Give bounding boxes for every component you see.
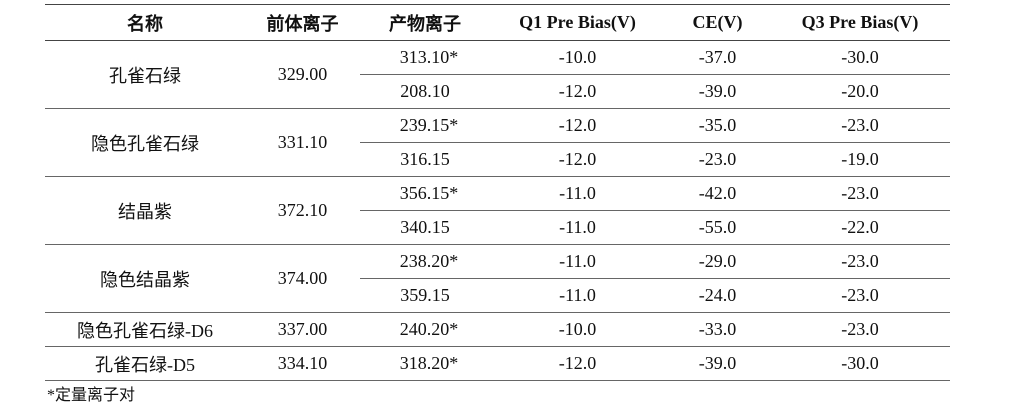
compound-name: 隐色孔雀石绿-D6 — [45, 312, 245, 347]
q1-pre-bias: -11.0 — [490, 210, 665, 245]
product-ion: 313.10* — [360, 40, 490, 75]
table-row: 孔雀石绿 329.00 313.10* -10.0 -37.0 -30.0 — [45, 40, 950, 109]
table-row: 359.15 -11.0 -24.0 -23.0 — [45, 278, 950, 313]
q3-pre-bias: -30.0 — [770, 346, 950, 381]
header-row: 名称 前体离子 产物离子 Q1 Pre Bias(V) CE(V) Q3 Pre Bias… — [45, 4, 950, 41]
table-row: 208.10 -12.0 -39.0 -20.0 — [45, 74, 950, 109]
compound-name: 孔雀石绿-D5 — [45, 346, 245, 381]
data-table: 名称 前体离子 产物离子 Q1 Pre Bias(V) CE(V) Q3 Pre Bias… — [45, 4, 950, 381]
q3-pre-bias: -23.0 — [770, 278, 950, 313]
table-body: 孔雀石绿 329.00 313.10* -10.0 -37.0 -30.0 208.10 -1… — [45, 40, 950, 381]
ce: -39.0 — [665, 74, 770, 109]
precursor-ion: 329.00 — [245, 40, 360, 109]
header-cell: 名称 — [45, 4, 245, 41]
product-ion: 238.20* — [360, 244, 490, 279]
q1-pre-bias: -12.0 — [490, 346, 665, 381]
ce: -39.0 — [665, 346, 770, 381]
header-cell: CE(V) — [665, 4, 770, 41]
q1-pre-bias: -11.0 — [490, 244, 665, 279]
q1-pre-bias: -12.0 — [490, 108, 665, 143]
product-ion: 240.20* — [360, 312, 490, 347]
q1-pre-bias: -10.0 — [490, 312, 665, 347]
q1-pre-bias: -11.0 — [490, 278, 665, 313]
precursor-ion: 331.10 — [245, 108, 360, 177]
table-row: 隐色孔雀石绿 331.10 239.15* -12.0 -35.0 -23.0 — [45, 108, 950, 177]
q1-pre-bias: -10.0 — [490, 40, 665, 75]
compound-name: 隐色结晶紫 — [45, 244, 245, 313]
precursor-ion: 372.10 — [245, 176, 360, 245]
precursor-ion: 334.10 — [245, 346, 360, 381]
ce: -29.0 — [665, 244, 770, 279]
q3-pre-bias: -23.0 — [770, 244, 950, 279]
header-cell: 产物离子 — [360, 4, 490, 41]
precursor-ion: 337.00 — [245, 312, 360, 347]
table-row: 340.15 -11.0 -55.0 -22.0 — [45, 210, 950, 245]
q1-pre-bias: -11.0 — [490, 176, 665, 211]
q3-pre-bias: -20.0 — [770, 74, 950, 109]
ce: -42.0 — [665, 176, 770, 211]
table-row: 结晶紫 372.10 356.15* -11.0 -42.0 -23.0 — [45, 176, 950, 245]
ce: -33.0 — [665, 312, 770, 347]
q3-pre-bias: -23.0 — [770, 312, 950, 347]
ce: -55.0 — [665, 210, 770, 245]
q3-pre-bias: -22.0 — [770, 210, 950, 245]
ce: -24.0 — [665, 278, 770, 313]
table-row: 隐色结晶紫 374.00 238.20* -11.0 -29.0 -23.0 — [45, 244, 950, 313]
ce: -23.0 — [665, 142, 770, 177]
product-ion: 340.15 — [360, 210, 490, 245]
table-row: 316.15 -12.0 -23.0 -19.0 — [45, 142, 950, 177]
q1-pre-bias: -12.0 — [490, 142, 665, 177]
header-cell: Q3 Pre Bias(V) — [770, 4, 950, 41]
ce: -37.0 — [665, 40, 770, 75]
table-row: 孔雀石绿-D5 334.10 318.20* -12.0 -39.0 -30.0 — [45, 346, 950, 381]
header-cell: 前体离子 — [245, 4, 360, 41]
compound-name: 孔雀石绿 — [45, 40, 245, 109]
product-ion: 359.15 — [360, 278, 490, 313]
product-ion: 316.15 — [360, 142, 490, 177]
compound-name: 隐色孔雀石绿 — [45, 108, 245, 177]
product-ion: 208.10 — [360, 74, 490, 109]
product-ion: 318.20* — [360, 346, 490, 381]
table-row: 隐色孔雀石绿-D6 337.00 240.20* -10.0 -33.0 -23.0 — [45, 312, 950, 347]
precursor-ion: 374.00 — [245, 244, 360, 313]
q3-pre-bias: -19.0 — [770, 142, 950, 177]
q3-pre-bias: -23.0 — [770, 108, 950, 143]
product-ion: 356.15* — [360, 176, 490, 211]
q1-pre-bias: -12.0 — [490, 74, 665, 109]
compound-name: 结晶紫 — [45, 176, 245, 245]
footnote: *定量离子对 — [47, 387, 136, 404]
product-ion: 239.15* — [360, 108, 490, 143]
ce: -35.0 — [665, 108, 770, 143]
q3-pre-bias: -23.0 — [770, 176, 950, 211]
header-cell: Q1 Pre Bias(V) — [490, 4, 665, 41]
q3-pre-bias: -30.0 — [770, 40, 950, 75]
